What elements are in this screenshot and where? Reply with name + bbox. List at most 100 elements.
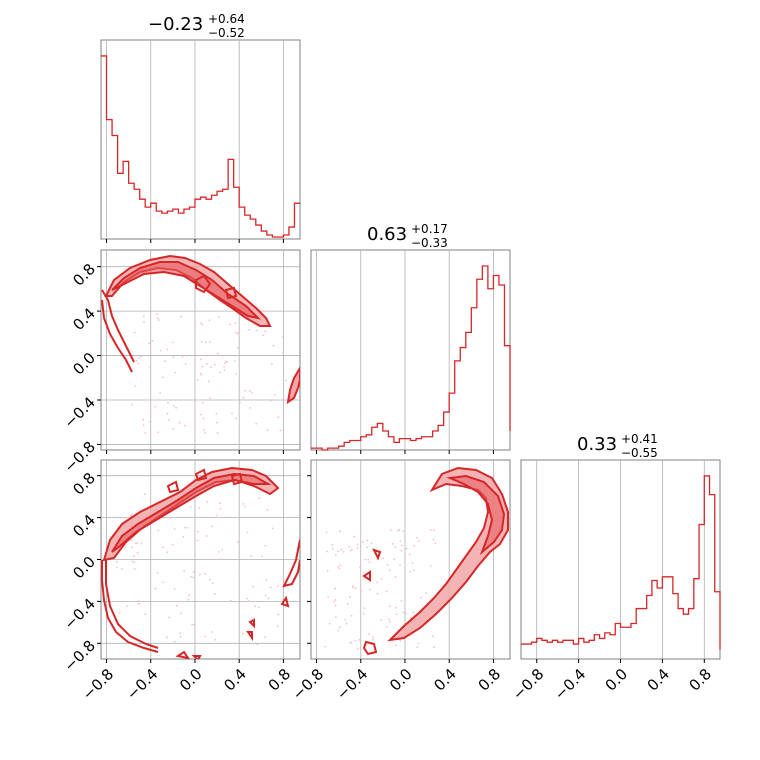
scatter-point — [405, 547, 408, 550]
scatter-point — [338, 626, 341, 629]
scatter-point — [389, 529, 392, 531]
scatter-point — [417, 642, 420, 645]
scatter-point — [126, 605, 128, 607]
scatter-point — [411, 562, 414, 564]
scatter-point — [393, 558, 396, 561]
xtick-label-2-0-0: −0.8 — [79, 665, 117, 703]
scatter-point — [180, 315, 182, 318]
scatter-point — [196, 539, 199, 542]
scatter-point — [277, 416, 280, 419]
scatter-point — [237, 541, 240, 544]
scatter-point — [118, 611, 121, 614]
scatter-point — [264, 545, 267, 547]
scatter-point — [235, 373, 238, 375]
xtick-label-2-2-1: −0.4 — [551, 665, 589, 703]
scatter-point — [120, 568, 123, 570]
scatter-point — [162, 546, 165, 549]
scatter-point — [174, 640, 176, 643]
scatter-point — [204, 635, 207, 638]
scatter-point — [432, 646, 435, 648]
ticks: −0.8 −0.4 0.0 0.4 0.80.80.40.0−0.4−0.8−0.8 −0… — [61, 239, 715, 704]
scatter-point — [230, 599, 232, 602]
scatter-point — [156, 313, 159, 315]
scatter-point — [272, 344, 275, 347]
contour-1-0-blob — [195, 274, 238, 300]
scatter-point — [282, 352, 284, 354]
scatter-point — [133, 561, 136, 564]
scatter-point — [116, 566, 118, 569]
scatter-point — [229, 323, 232, 326]
scatter-point — [334, 604, 337, 607]
scatter-point — [159, 392, 162, 394]
contour-1-0 — [101, 254, 300, 405]
scatter-point — [349, 549, 352, 552]
scatter-point — [236, 346, 239, 349]
scatter-point — [204, 572, 207, 575]
scatter-point — [270, 399, 273, 402]
scatter-point — [366, 539, 369, 542]
title-0: −0.23 +0.64 −0.52 — [148, 12, 245, 40]
scatter-point — [274, 394, 276, 397]
scatter-point — [235, 417, 237, 420]
scatter-point — [264, 594, 267, 597]
scatter-point — [175, 604, 178, 607]
scatter-point — [144, 613, 147, 616]
scatter-point — [250, 391, 253, 394]
scatter-point — [199, 372, 202, 375]
scatter-point — [264, 636, 267, 639]
scatter-point — [358, 638, 361, 641]
scatter-point — [205, 535, 208, 537]
scatter-point — [149, 366, 152, 369]
scatter-point — [136, 542, 139, 544]
scatter-point — [327, 596, 330, 598]
scatter-point — [209, 366, 212, 369]
xtick-label-2-1-3: 0.4 — [430, 665, 460, 695]
scatter-point — [173, 528, 176, 530]
hist-step-0-0 — [101, 55, 300, 238]
scatter-point — [131, 546, 133, 549]
scatter-point — [367, 558, 370, 561]
histograms — [101, 55, 721, 650]
scatter-point — [369, 588, 371, 591]
scatter-point — [386, 564, 389, 566]
scatter-point — [432, 538, 435, 541]
xtick-label-2-2-2: 0.0 — [602, 665, 632, 695]
ytick-label-1-0-1: 0.4 — [69, 304, 99, 334]
scatter-point — [386, 626, 389, 628]
scatter-point — [239, 401, 241, 404]
scatter-point — [166, 412, 169, 415]
scatter-point — [237, 333, 240, 336]
scatter-point — [339, 564, 342, 566]
scatter-point — [193, 516, 196, 519]
scatter-point — [208, 380, 210, 383]
scatter-point — [182, 535, 185, 538]
scatter-point — [221, 549, 224, 551]
scatter-point — [408, 553, 411, 556]
scatter-point — [200, 373, 203, 376]
scatter-point — [351, 586, 354, 589]
scatter-point — [216, 431, 219, 434]
scatter-point — [191, 623, 194, 626]
scatter-point — [143, 315, 145, 318]
scatter-point — [144, 493, 146, 496]
scatter-point — [217, 352, 219, 355]
scatter-point — [409, 570, 411, 573]
scatter-point — [166, 551, 169, 554]
scatter-point — [204, 341, 207, 344]
scatter-point — [218, 502, 221, 505]
scatter-point — [131, 560, 134, 563]
scatter-point — [255, 329, 258, 332]
scatter-point — [277, 613, 280, 616]
scatter-point — [246, 597, 249, 600]
scatter-point — [198, 507, 201, 509]
scatter-point — [193, 530, 196, 533]
scatter-point — [149, 603, 152, 605]
scatter-point — [214, 592, 216, 595]
scatter-point — [431, 635, 434, 638]
contour-1-0-arc-outline — [101, 289, 135, 373]
scatter-point — [185, 355, 188, 357]
scatter-point — [135, 359, 138, 362]
panel-1-0-frame — [100, 249, 301, 451]
scatter-point — [361, 541, 364, 544]
scatter-point — [133, 568, 136, 570]
